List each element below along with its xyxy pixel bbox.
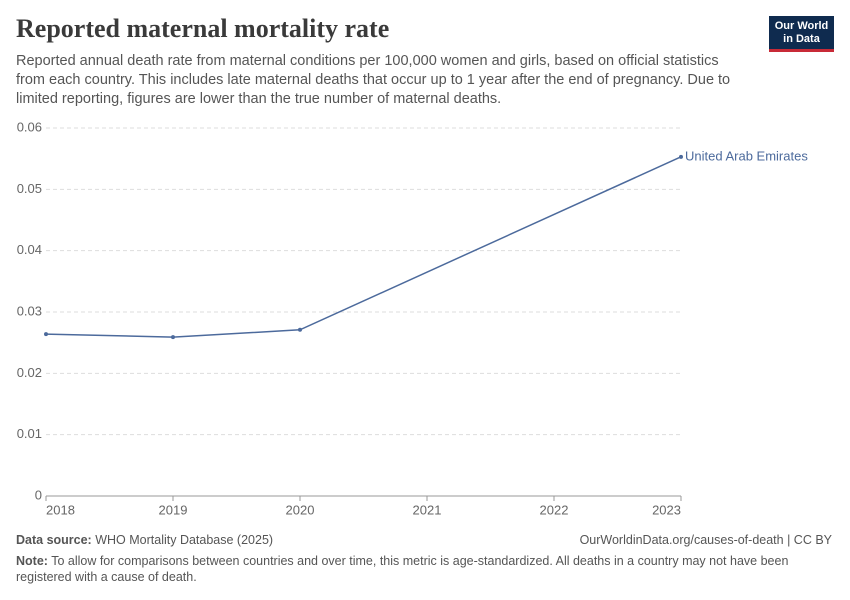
note-text: To allow for comparisons between countri… bbox=[16, 554, 789, 584]
source-label: Data source: bbox=[16, 533, 92, 547]
data-point bbox=[298, 327, 302, 332]
y-tick-label: 0.02 bbox=[17, 365, 42, 380]
data-point bbox=[171, 335, 175, 340]
note: Note: To allow for comparisons between c… bbox=[16, 553, 826, 585]
y-tick-label: 0.06 bbox=[17, 119, 42, 134]
y-tick-label: 0.04 bbox=[17, 242, 42, 257]
note-label: Note: bbox=[16, 554, 48, 568]
source: Data source: WHO Mortality Database (202… bbox=[16, 533, 273, 547]
chart-subtitle: Reported annual death rate from maternal… bbox=[16, 53, 731, 107]
y-tick-label: 0 bbox=[35, 487, 42, 502]
logo[interactable]: Our World in Data bbox=[769, 16, 834, 52]
x-tick-label: 2018 bbox=[46, 502, 75, 517]
source-text: WHO Mortality Database (2025) bbox=[95, 533, 274, 547]
x-tick-label: 2019 bbox=[159, 502, 188, 517]
series-label: United Arab Emirates bbox=[685, 148, 808, 163]
y-tick-label: 0.05 bbox=[17, 181, 42, 196]
data-point bbox=[44, 332, 48, 337]
logo-text: in Data bbox=[783, 33, 820, 45]
url[interactable]: OurWorldinData.org/causes-of-death | CC … bbox=[579, 533, 832, 547]
x-tick-label: 2023 bbox=[652, 502, 681, 517]
x-tick-label: 2022 bbox=[540, 502, 569, 517]
x-tick-label: 2020 bbox=[286, 502, 315, 517]
y-tick-label: 0.01 bbox=[17, 426, 42, 441]
y-tick-label: 0.03 bbox=[17, 303, 42, 318]
x-tick-label: 2021 bbox=[413, 502, 442, 517]
chart-title: Reported maternal mortality rate bbox=[16, 14, 390, 43]
logo-text: Our World bbox=[774, 20, 829, 32]
series-line bbox=[45, 156, 682, 338]
data-point bbox=[679, 154, 683, 159]
